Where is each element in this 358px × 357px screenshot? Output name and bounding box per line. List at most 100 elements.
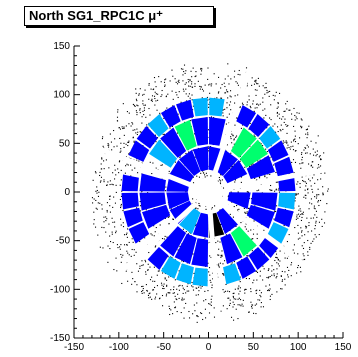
scatter-point — [122, 226, 125, 228]
scatter-point — [268, 95, 270, 97]
scatter-point — [304, 147, 306, 149]
scatter-point — [237, 298, 239, 300]
scatter-point — [118, 161, 120, 163]
scatter-point — [272, 125, 274, 127]
scatter-point — [248, 99, 250, 101]
scatter-point — [154, 286, 156, 289]
scatter-point — [296, 118, 298, 120]
scatter-point — [131, 122, 133, 124]
scatter-point — [184, 72, 186, 74]
scatter-point — [110, 141, 112, 143]
scatter-point — [300, 227, 302, 229]
scatter-point — [270, 189, 272, 191]
scatter-point — [119, 246, 121, 248]
scatter-point — [101, 168, 103, 170]
scatter-point — [281, 118, 283, 120]
scatter-point — [164, 79, 166, 81]
x-tick-label: 50 — [248, 342, 260, 353]
scatter-point — [218, 254, 220, 256]
scatter-point — [201, 312, 203, 315]
y-tick-label: -150 — [50, 333, 70, 344]
scatter-point — [141, 190, 143, 193]
scatter-point — [294, 138, 296, 140]
scatter-point — [322, 193, 324, 195]
scatter-point — [293, 139, 295, 141]
scatter-point — [215, 242, 217, 244]
scatter-point — [166, 107, 168, 109]
scatter-point — [246, 101, 248, 103]
scatter-point — [111, 183, 113, 185]
scatter-point — [99, 174, 101, 177]
scatter-point — [305, 185, 307, 187]
scatter-point — [251, 77, 253, 79]
scatter-point — [248, 95, 250, 97]
scatter-point — [126, 236, 128, 238]
scatter-point — [270, 145, 272, 147]
scatter-point — [233, 205, 235, 208]
scatter-point — [275, 189, 277, 191]
scatter-point — [295, 150, 297, 152]
scatter-point — [97, 202, 99, 204]
scatter-point — [91, 197, 94, 199]
scatter-point — [161, 164, 163, 166]
scatter-point — [326, 203, 328, 205]
scatter-point — [191, 81, 193, 83]
scatter-point — [145, 284, 147, 286]
scatter-point — [321, 218, 323, 220]
scatter-point — [120, 205, 122, 207]
scatter-point — [255, 270, 257, 272]
scatter-point — [225, 283, 227, 286]
scatter-point — [109, 133, 111, 135]
scatter-point — [218, 265, 220, 267]
scatter-point — [164, 277, 166, 279]
scatter-point — [107, 181, 109, 183]
scatter-point — [312, 154, 315, 156]
scatter-point — [158, 270, 160, 272]
scatter-point — [120, 148, 122, 150]
scatter-point — [250, 107, 252, 109]
heatmap-cell — [267, 222, 289, 244]
heatmap-cell — [128, 140, 150, 162]
scatter-point — [207, 262, 209, 264]
scatter-point — [210, 281, 212, 283]
scatter-point — [307, 134, 309, 136]
scatter-point — [148, 293, 150, 295]
scatter-point — [259, 270, 261, 272]
scatter-point — [169, 313, 171, 316]
scatter-point — [151, 173, 153, 175]
scatter-point — [197, 208, 199, 210]
scatter-point — [230, 90, 232, 92]
scatter-point — [222, 263, 224, 265]
scatter-point — [278, 92, 281, 94]
scatter-point — [192, 109, 194, 111]
scatter-point — [133, 141, 135, 143]
scatter-point — [103, 227, 105, 229]
scatter-point — [128, 112, 130, 114]
scatter-point — [284, 284, 286, 286]
scatter-point — [239, 106, 241, 108]
scatter-point — [278, 187, 280, 189]
heatmap-cell — [223, 263, 241, 285]
scatter-point — [200, 172, 202, 174]
scatter-point — [98, 191, 100, 193]
scatter-point — [107, 261, 109, 263]
scatter-point — [172, 218, 175, 220]
scatter-point — [248, 278, 250, 280]
scatter-point — [109, 235, 111, 237]
scatter-point — [239, 106, 241, 109]
scatter-point — [179, 245, 181, 247]
scatter-point — [294, 130, 296, 132]
scatter-point — [314, 151, 316, 153]
scatter-point — [213, 316, 216, 318]
scatter-point — [151, 234, 153, 236]
scatter-point — [188, 290, 190, 292]
scatter-point — [256, 237, 258, 240]
scatter-point — [217, 240, 219, 242]
scatter-point — [115, 257, 117, 259]
scatter-point — [144, 89, 146, 91]
scatter-point — [169, 80, 171, 82]
scatter-point — [232, 292, 234, 295]
scatter-point — [276, 291, 278, 293]
scatter-point — [130, 164, 132, 166]
scatter-point — [143, 107, 145, 109]
